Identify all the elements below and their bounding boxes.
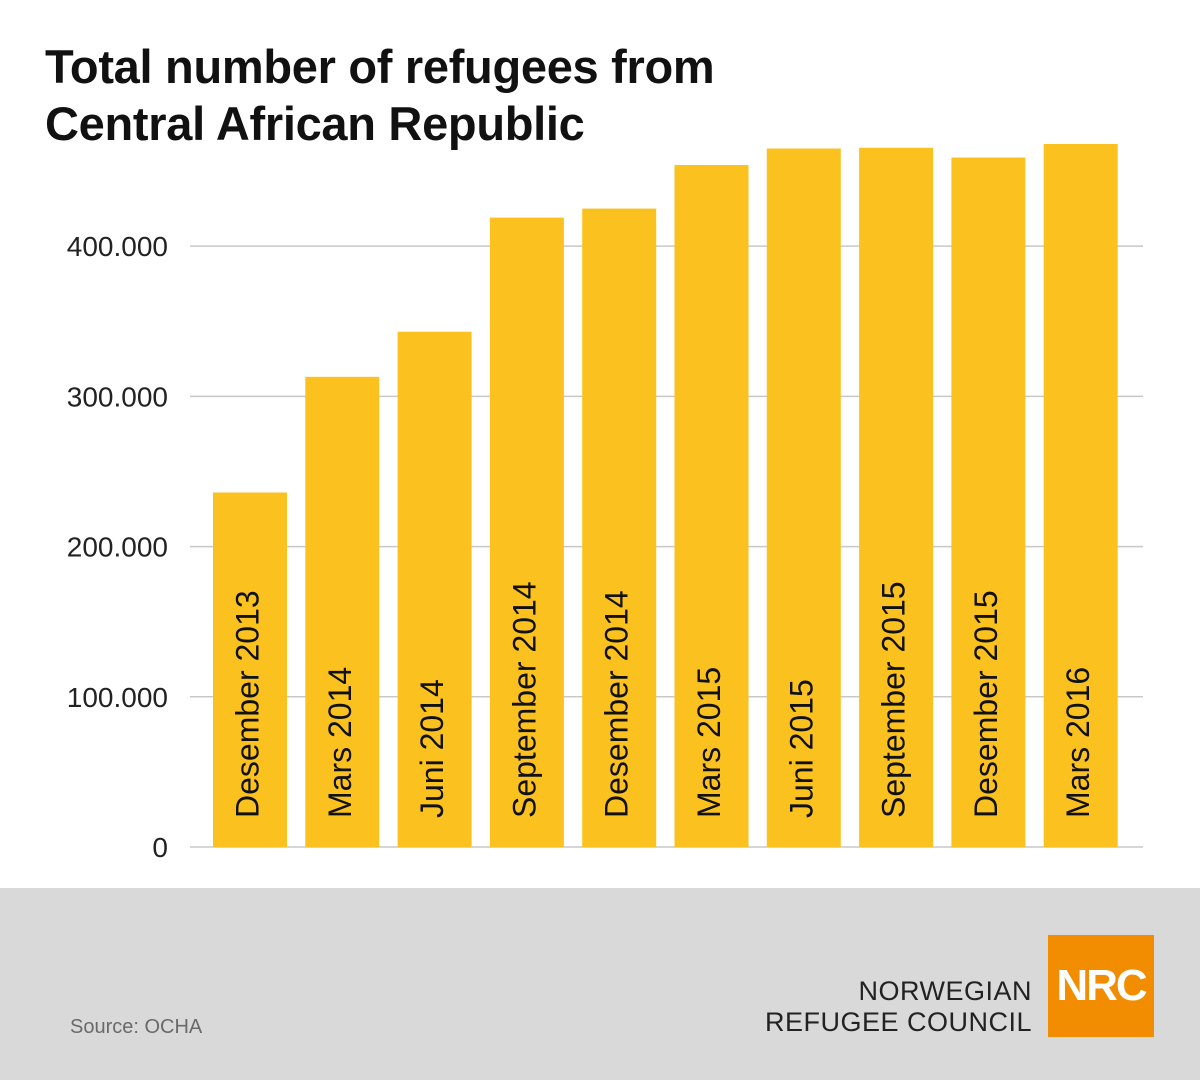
org-name-line-2: REFUGEE COUNCIL bbox=[764, 1007, 1032, 1037]
organization-name: NORWEGIAN REFUGEE COUNCIL bbox=[765, 976, 1032, 1038]
bars-layer bbox=[213, 144, 1118, 848]
y-tick-labels: 0 100.000 200.000 300.000 400.000 bbox=[67, 231, 168, 863]
source-note: Source: OCHA bbox=[70, 1016, 203, 1038]
bar bbox=[674, 165, 749, 847]
bar bbox=[305, 376, 380, 847]
category-label: Desember 2014 bbox=[599, 590, 635, 818]
bar bbox=[213, 492, 287, 847]
category-labels: Desember 2013 Mars 2014 Juni 2014 September… bbox=[229, 581, 1096, 818]
y-tick-label: 300.000 bbox=[67, 381, 168, 412]
chart-title: Total number of refugees from Central Af… bbox=[45, 38, 715, 152]
bar bbox=[489, 217, 564, 847]
y-tick-label: 0 bbox=[152, 832, 168, 863]
y-tick-label: 100.000 bbox=[67, 682, 168, 713]
category-label: Juni 2015 bbox=[783, 679, 819, 818]
y-tick-label: 200.000 bbox=[67, 532, 168, 563]
chart-title-line-1: Total number of refugees from bbox=[45, 40, 715, 93]
category-label: Juni 2014 bbox=[414, 679, 450, 818]
category-label: Mars 2016 bbox=[1060, 667, 1096, 818]
y-tick-label: 400.000 bbox=[67, 231, 168, 262]
org-name-line-1: NORWEGIAN bbox=[858, 976, 1032, 1006]
bar bbox=[859, 147, 934, 847]
nrc-logo: NRC bbox=[1048, 935, 1154, 1037]
bar bbox=[1043, 144, 1118, 847]
category-label: Mars 2015 bbox=[691, 667, 727, 818]
nrc-logo-text: NRC bbox=[1056, 961, 1147, 1010]
footer: Source: OCHA NORWEGIAN REFUGEE COUNCIL N… bbox=[0, 888, 1200, 1080]
bar bbox=[951, 157, 1026, 847]
category-label: Desember 2015 bbox=[968, 590, 1004, 818]
bar-chart: 0 100.000 200.000 300.000 400.000 Desember 2… bbox=[67, 144, 1143, 863]
category-label: Desember 2013 bbox=[229, 590, 265, 818]
bar bbox=[582, 208, 657, 848]
chart-title-line-2: Central African Republic bbox=[45, 97, 585, 150]
category-label: Mars 2014 bbox=[322, 667, 358, 818]
bar bbox=[397, 331, 472, 847]
category-label: September 2015 bbox=[876, 581, 912, 818]
category-label: September 2014 bbox=[506, 581, 542, 818]
bar bbox=[766, 148, 841, 847]
